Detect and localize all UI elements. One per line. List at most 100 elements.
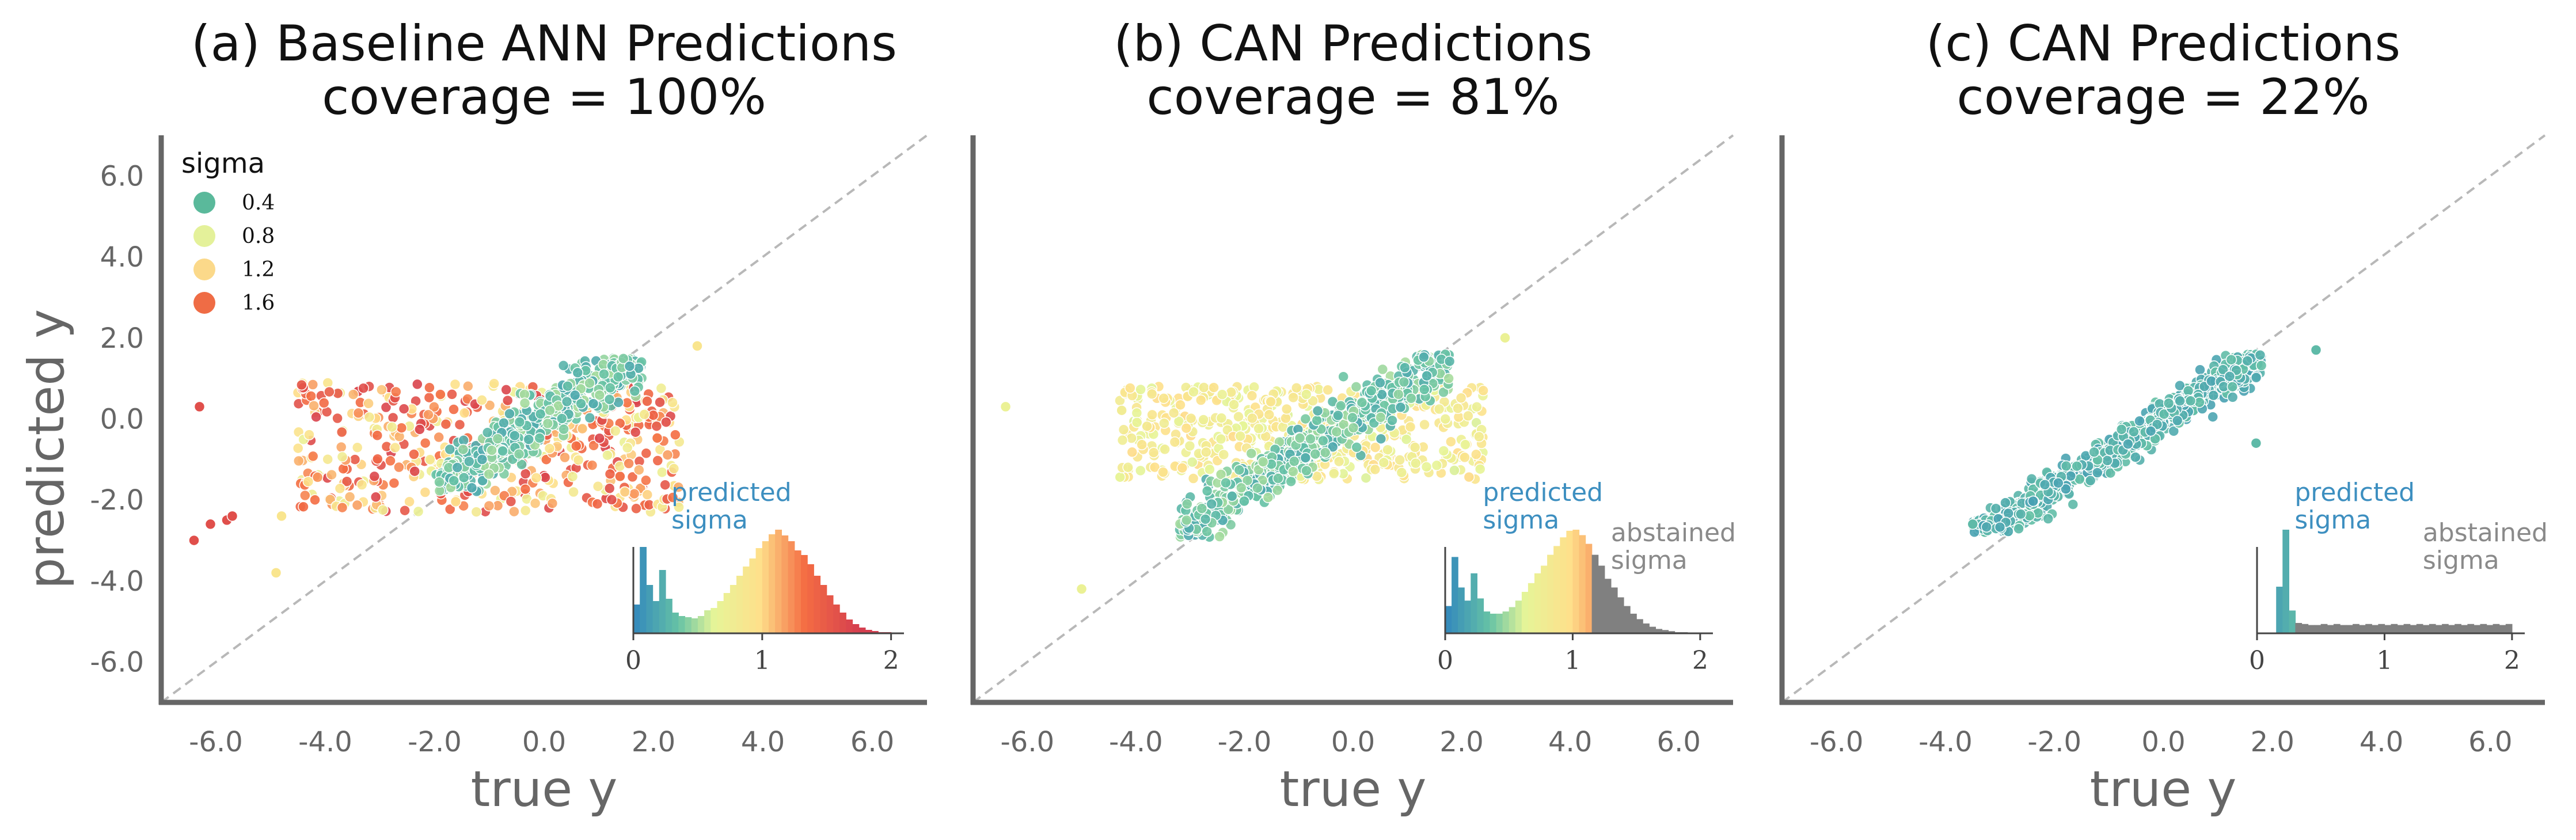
data-point bbox=[1300, 413, 1312, 425]
data-point bbox=[617, 353, 629, 364]
data-point bbox=[2053, 477, 2064, 489]
data-point bbox=[1135, 465, 1146, 477]
data-point bbox=[2088, 446, 2100, 458]
inset-tick-label: 2 bbox=[2504, 646, 2520, 675]
data-point bbox=[1395, 401, 1407, 413]
inset-hist-bar bbox=[1458, 587, 1465, 633]
data-point bbox=[1158, 393, 1169, 404]
data-point bbox=[603, 482, 615, 495]
data-point bbox=[1175, 399, 1186, 411]
inset-tick-label: 0 bbox=[1437, 646, 1453, 675]
legend-label-2: 1.2 bbox=[242, 258, 275, 282]
inset-hist-bar bbox=[1560, 537, 1567, 633]
data-point bbox=[2115, 424, 2127, 435]
inset-tick-label: 2 bbox=[1692, 646, 1708, 675]
data-point bbox=[1220, 477, 1232, 489]
data-point bbox=[492, 433, 504, 444]
data-point bbox=[621, 442, 633, 454]
outlier-point bbox=[1076, 583, 1088, 595]
x-tick-label: 4.0 bbox=[2360, 726, 2403, 758]
inset-hist-bar bbox=[833, 605, 840, 633]
x-tick-label: -6.0 bbox=[189, 726, 243, 758]
panel-a-subtitle: coverage = 100% bbox=[322, 69, 766, 126]
data-point bbox=[2128, 426, 2140, 438]
inset-hist-bar bbox=[2327, 625, 2334, 633]
panel-c-title: (c) CAN Predictions bbox=[1926, 15, 2400, 73]
inset-hist-bar bbox=[2333, 624, 2341, 633]
data-point bbox=[446, 389, 458, 400]
data-point bbox=[408, 448, 420, 460]
data-point bbox=[1319, 447, 1331, 458]
data-point bbox=[322, 453, 333, 465]
inset-hist-bar bbox=[1598, 565, 1605, 633]
legend-label-3: 1.6 bbox=[242, 291, 275, 315]
data-point bbox=[2174, 380, 2186, 392]
data-point bbox=[588, 440, 599, 451]
data-point bbox=[1386, 415, 1398, 426]
data-point bbox=[602, 449, 613, 461]
data-point bbox=[1471, 448, 1482, 461]
inset-hist-bar bbox=[678, 616, 686, 633]
data-point bbox=[1185, 412, 1197, 424]
inset-hist-bar bbox=[1477, 598, 1484, 633]
data-point bbox=[1262, 492, 1274, 503]
inset-hist-bar bbox=[846, 619, 853, 633]
data-point bbox=[303, 429, 315, 440]
inset-hist-bar bbox=[1649, 626, 1656, 633]
inset-hist-bar bbox=[2416, 624, 2423, 633]
data-point bbox=[483, 468, 495, 480]
data-point bbox=[652, 455, 664, 466]
data-point bbox=[1196, 503, 1208, 514]
panel-a-title: (a) Baseline ANN Predictions bbox=[191, 15, 897, 73]
data-point bbox=[1473, 431, 1485, 443]
data-point bbox=[639, 409, 650, 420]
data-point bbox=[572, 454, 584, 466]
data-point bbox=[614, 470, 626, 482]
panel-b-subtitle: coverage = 81% bbox=[1146, 69, 1559, 126]
data-point bbox=[2208, 390, 2220, 401]
data-point bbox=[619, 486, 630, 498]
data-point bbox=[1281, 403, 1293, 415]
data-point bbox=[1393, 389, 1404, 400]
data-point bbox=[335, 441, 347, 453]
data-point bbox=[544, 405, 556, 416]
inset-hist-bar bbox=[2486, 625, 2494, 633]
outlier-point bbox=[193, 401, 206, 413]
inset-hist-bar bbox=[1515, 600, 1522, 633]
data-point bbox=[1443, 355, 1456, 367]
data-point bbox=[398, 403, 410, 415]
inset-abstained-line: sigma bbox=[1611, 546, 1688, 575]
data-point bbox=[500, 384, 512, 396]
data-point bbox=[458, 407, 470, 419]
data-point bbox=[610, 425, 621, 437]
data-point bbox=[423, 392, 435, 404]
identity-line bbox=[1781, 134, 2546, 704]
data-point bbox=[1378, 457, 1390, 469]
inset-hist-bar bbox=[2499, 625, 2506, 633]
inset-hist-bar bbox=[2493, 624, 2500, 633]
data-point bbox=[1333, 455, 1345, 467]
data-point bbox=[1462, 410, 1474, 422]
inset-hist-bar bbox=[1655, 629, 1663, 633]
data-point bbox=[1335, 400, 1347, 412]
panel-a-points bbox=[160, 134, 928, 704]
data-point bbox=[561, 396, 573, 408]
inset-hist-bar bbox=[807, 564, 814, 633]
data-point bbox=[519, 397, 531, 409]
data-point bbox=[1287, 392, 1299, 404]
inset-hist-bar bbox=[730, 585, 737, 633]
data-point bbox=[1124, 382, 1136, 394]
data-point bbox=[1287, 466, 1299, 477]
data-point bbox=[501, 394, 514, 406]
data-point bbox=[2060, 483, 2072, 495]
data-point bbox=[1118, 424, 1130, 436]
data-point bbox=[1116, 434, 1129, 446]
inset-hist-bar bbox=[872, 631, 879, 633]
legend-marker-3 bbox=[193, 292, 215, 314]
x-tick-label: -2.0 bbox=[1218, 726, 1272, 758]
data-point bbox=[1181, 498, 1193, 510]
data-point bbox=[569, 389, 581, 401]
data-point bbox=[380, 401, 392, 413]
